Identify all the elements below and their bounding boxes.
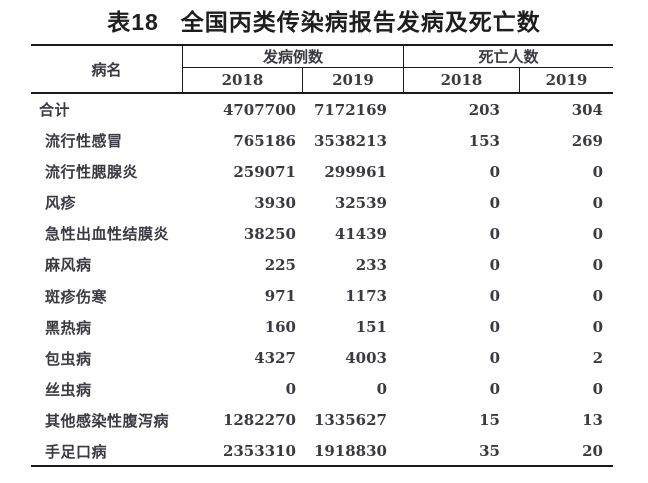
incidence-2018-value: 1282270	[222, 411, 296, 430]
incidence-2018-value: 0	[285, 380, 296, 399]
incidence-2019-value: 4003	[345, 349, 387, 368]
incidence-2018-value: 4327	[254, 349, 296, 368]
table-title: 表18 全国丙类传染病报告发病及死亡数	[0, 6, 648, 38]
deaths-2018-value: 0	[489, 162, 500, 181]
incidence-2019-value: 3538213	[313, 131, 387, 150]
incidence-2018-value: 259071	[233, 162, 296, 181]
disease-name: 手足口病	[45, 443, 108, 461]
deaths-2018-value: 203	[468, 100, 500, 119]
deaths-2019-value: 0	[592, 380, 603, 399]
table-title-text: 全国丙类传染病报告发病及死亡数	[180, 9, 541, 35]
disease-name: 其他感染性腹泻病	[45, 412, 170, 430]
deaths-2019-value: 0	[592, 318, 603, 337]
statistics-table: 病名 发病例数 死亡人数 2018 2019 2018 2019 合计 47077…	[31, 44, 613, 467]
deaths-2018-value: 0	[489, 224, 500, 243]
deaths-2018-value: 0	[489, 193, 500, 212]
incidence-2019-value: 41439	[334, 224, 387, 243]
incidence-2019-value: 32539	[334, 193, 387, 212]
table-number: 表18	[107, 9, 159, 35]
deaths-2018-value: 0	[489, 380, 500, 399]
incidence-2019-value: 1335627	[313, 411, 387, 430]
table-body: 合计 4707700 7172169 203 304 流行性感冒 765186 3538213…	[31, 94, 613, 467]
incidence-2019-value: 1173	[345, 287, 387, 305]
deaths-2019-value: 20	[582, 442, 603, 461]
disease-name: 急性出血性结膜炎	[45, 226, 170, 244]
deaths-2018-header: 2018	[404, 68, 520, 92]
incidence-2019-value: 0	[376, 380, 387, 399]
incidence-group-header: 发病例数	[183, 46, 404, 68]
disease-name: 麻风病	[45, 257, 92, 275]
deaths-2019-value: 0	[592, 255, 603, 274]
deaths-group-header: 死亡人数	[404, 46, 613, 68]
disease-name: 斑疹伤寒	[45, 288, 108, 306]
deaths-2019-value: 0	[592, 193, 603, 212]
disease-name: 合计	[39, 102, 71, 120]
deaths-2019-value: 0	[592, 162, 603, 181]
incidence-2019-value: 233	[355, 255, 387, 274]
disease-column-header: 病名	[31, 46, 183, 92]
deaths-2018-value: 0	[489, 287, 500, 305]
disease-name: 风疹	[45, 195, 77, 213]
incidence-2018-value: 3930	[254, 193, 296, 212]
incidence-2019-value: 1918830	[313, 442, 387, 461]
disease-name: 流行性感冒	[45, 133, 123, 151]
incidence-2018-value: 225	[264, 255, 296, 274]
deaths-2018-value: 0	[489, 318, 500, 337]
disease-name: 黑热病	[45, 319, 92, 337]
table-header: 病名 发病例数 死亡人数 2018 2019 2018 2019	[31, 46, 613, 94]
deaths-2018-value: 0	[489, 349, 500, 368]
deaths-2019-value: 304	[571, 100, 603, 119]
disease-name: 流行性腮腺炎	[45, 164, 139, 182]
deaths-2018-value: 153	[468, 131, 500, 150]
incidence-2019-value: 7172169	[313, 100, 387, 119]
deaths-2018-value: 0	[489, 255, 500, 274]
deaths-2018-value: 35	[479, 442, 500, 461]
deaths-2019-value: 269	[571, 131, 603, 150]
incidence-2018-value: 765186	[233, 131, 296, 150]
incidence-2018-value: 160	[264, 318, 296, 337]
incidence-2018-header: 2018	[183, 68, 303, 92]
incidence-2019-value: 151	[355, 318, 387, 337]
deaths-2019-value: 0	[592, 287, 603, 305]
disease-name: 包虫病	[45, 350, 92, 368]
deaths-2018-value: 15	[479, 411, 500, 430]
incidence-2018-value: 971	[264, 287, 296, 305]
incidence-2018-value: 38250	[243, 224, 296, 243]
incidence-2019-header: 2019	[303, 68, 404, 92]
deaths-2019-value: 13	[582, 411, 603, 430]
deaths-2019-value: 2	[592, 349, 603, 368]
incidence-2018-value: 2353310	[222, 442, 296, 461]
deaths-2019-header: 2019	[545, 71, 588, 89]
incidence-2019-value: 299961	[324, 162, 387, 181]
deaths-2019-value: 0	[592, 224, 603, 243]
disease-name: 丝虫病	[45, 381, 92, 399]
incidence-2018-value: 4707700	[222, 100, 296, 119]
